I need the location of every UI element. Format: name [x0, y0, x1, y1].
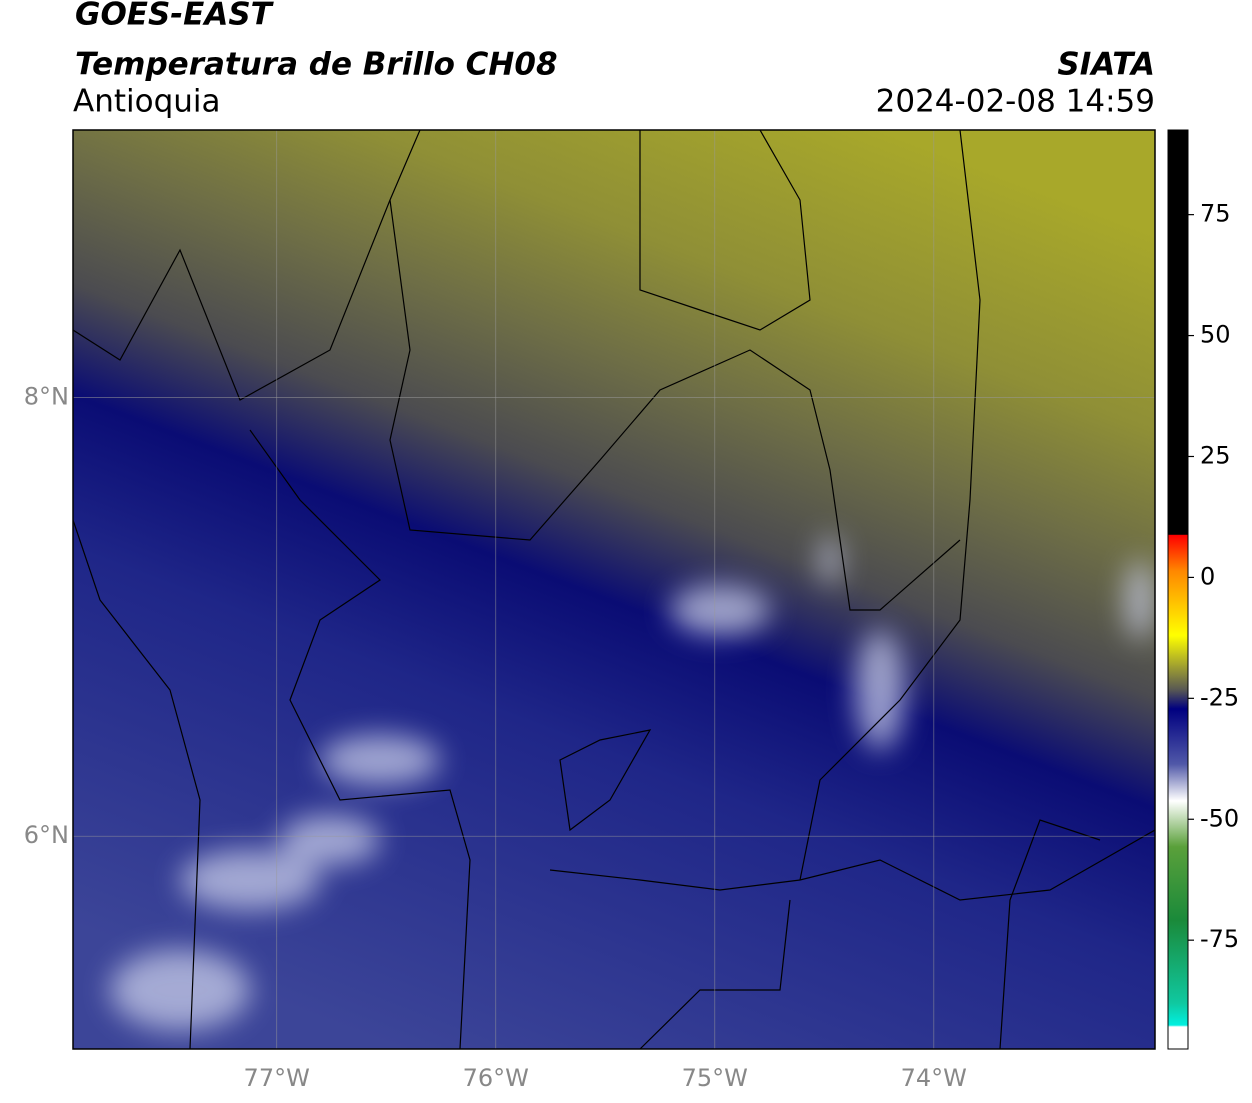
- colorbar-tick-label: -75: [1200, 925, 1239, 953]
- colorbar-tick-label: 25: [1200, 441, 1231, 469]
- satellite: GOES-EAST: [75, 0, 275, 33]
- product: Temperatura de Brillo CH08: [75, 47, 558, 83]
- imagery: [73, 130, 1155, 1049]
- region: Antioquia: [73, 84, 221, 120]
- map: [73, 130, 1155, 1049]
- cold-clouds: [110, 535, 1155, 1030]
- colorbar-tick-label: 0: [1200, 562, 1215, 590]
- grid: [73, 130, 1155, 1049]
- source: SIATA: [1057, 47, 1155, 83]
- colorbar-tick-label: -50: [1200, 804, 1239, 832]
- borders: [73, 130, 1155, 1049]
- x-tick-label: 76°W: [463, 1064, 529, 1092]
- colorbar-tick-label: 75: [1200, 200, 1231, 228]
- colorbar-tick-label: -25: [1200, 683, 1239, 711]
- y-tick-label: 8°N: [24, 383, 69, 411]
- colorbar: [1167, 129, 1189, 1050]
- y-tick-label: 6°N: [24, 821, 69, 849]
- x-tick-label: 77°W: [244, 1064, 310, 1092]
- x-tick-label: 74°W: [901, 1064, 967, 1092]
- colorbar-tick-label: 50: [1200, 321, 1231, 349]
- x-tick-label: 75°W: [682, 1064, 748, 1092]
- map-frame: [72, 129, 1156, 1050]
- datetime: 2024-02-08 14:59: [876, 84, 1155, 120]
